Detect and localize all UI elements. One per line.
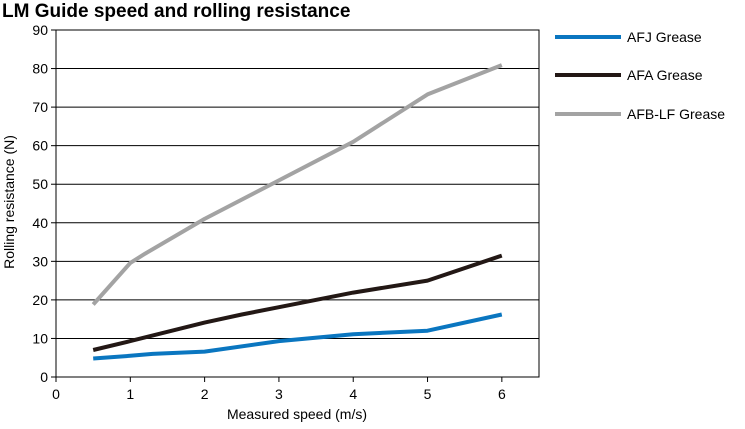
x-tick-label: 3 bbox=[275, 386, 283, 402]
y-tick-label: 50 bbox=[32, 176, 48, 192]
y-axis-label: Rolling resistance (N) bbox=[1, 135, 17, 269]
y-tick-label: 0 bbox=[40, 369, 48, 385]
y-tick-label: 90 bbox=[32, 22, 48, 38]
plot-border bbox=[55, 29, 540, 378]
x-tick-label: 5 bbox=[424, 386, 432, 402]
x-tick-label: 2 bbox=[201, 386, 209, 402]
plot-frame bbox=[55, 29, 540, 378]
y-tick-label: 10 bbox=[32, 330, 48, 346]
series-line-afb-lf-grease bbox=[91, 63, 503, 306]
series-line-afa-grease bbox=[92, 253, 503, 352]
x-tick-label: 6 bbox=[498, 386, 506, 402]
chart-title: LM Guide speed and rolling resistance bbox=[2, 1, 350, 22]
legend: AFJ Grease AFA Grease AFB-LF Grease bbox=[555, 29, 725, 122]
series-lines bbox=[91, 63, 503, 361]
series-line-afj-grease bbox=[93, 312, 503, 361]
x-axis-ticks: 0 1 2 3 4 5 6 bbox=[52, 377, 506, 402]
gridlines bbox=[56, 68, 539, 339]
x-tick-label: 0 bbox=[52, 386, 60, 402]
x-tick-label: 4 bbox=[349, 386, 357, 402]
y-axis-ticks: 0 10 20 30 40 50 60 70 80 90 bbox=[32, 22, 56, 385]
y-tick-label: 80 bbox=[32, 61, 48, 77]
legend-label: AFB-LF Grease bbox=[627, 106, 725, 122]
y-tick-label: 60 bbox=[32, 138, 48, 154]
y-tick-label: 20 bbox=[32, 292, 48, 308]
x-axis-label: Measured speed (m/s) bbox=[227, 406, 367, 422]
y-tick-label: 70 bbox=[32, 99, 48, 115]
y-tick-label: 40 bbox=[32, 215, 48, 231]
y-tick-label: 30 bbox=[32, 253, 48, 269]
legend-label: AFJ Grease bbox=[627, 29, 702, 45]
legend-label: AFA Grease bbox=[627, 67, 703, 83]
x-tick-label: 1 bbox=[126, 386, 134, 402]
